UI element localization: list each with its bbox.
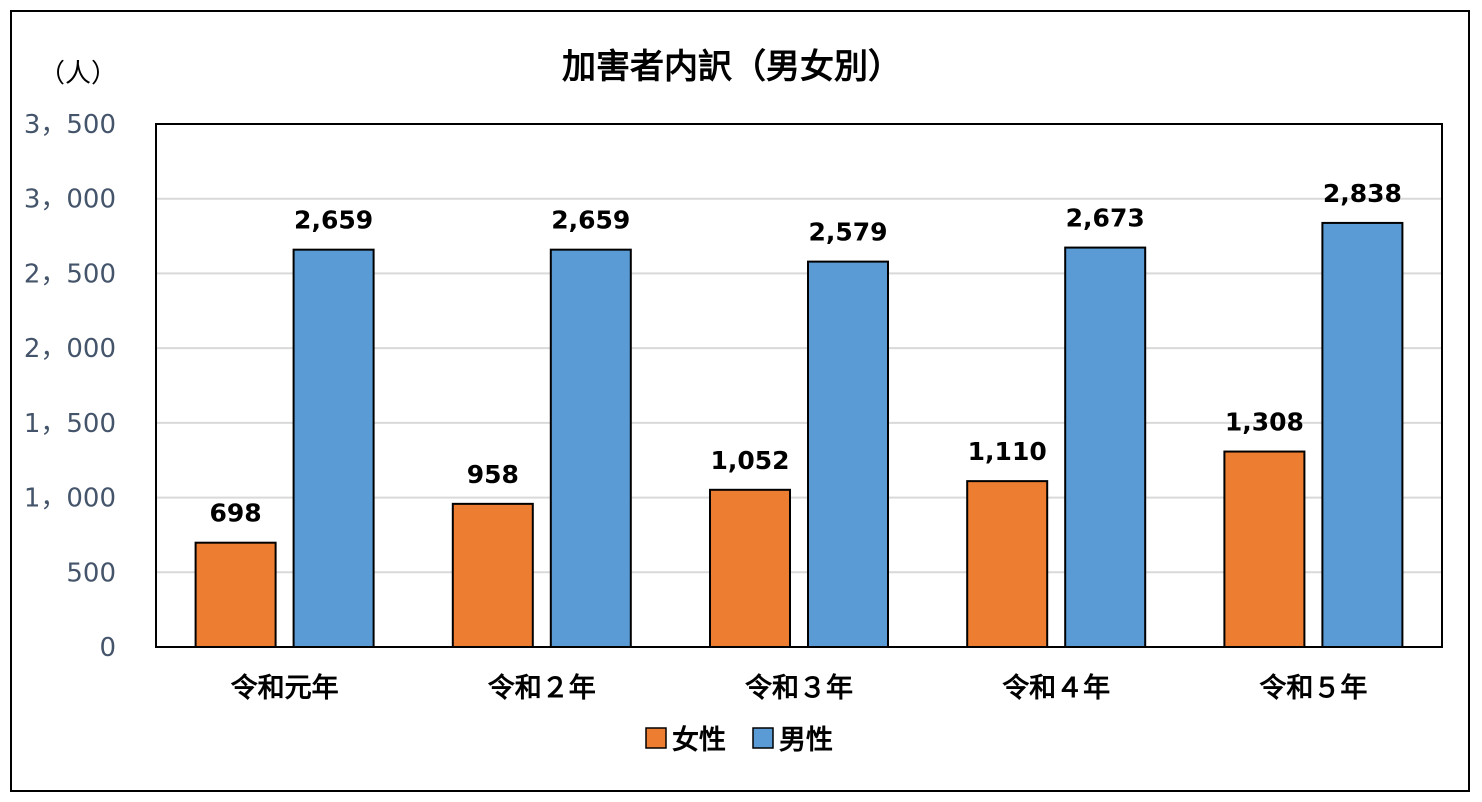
y-axis-unit-label: （人） [39, 59, 117, 89]
x-tick-label: 令和元年 [231, 672, 339, 704]
x-tick-label: 令和２年 [488, 672, 596, 704]
x-tick-label: 令和３年 [745, 672, 853, 704]
legend: 女性 男性 [645, 724, 833, 756]
bar-female [451, 502, 534, 649]
bar-female [709, 488, 791, 648]
bar-male [549, 248, 632, 648]
y-tick-label: 2，500 [24, 259, 116, 289]
data-label: 2,673 [1066, 204, 1145, 233]
data-label: 958 [467, 460, 519, 489]
bar-female [1223, 450, 1306, 648]
legend-swatch [752, 727, 774, 749]
x-tick-label: 令和４年 [1002, 672, 1110, 704]
legend-label: 男性 [779, 725, 833, 756]
bar-male [1321, 221, 1404, 648]
x-axis-ticks: 令和元年 令和２年 令和３年 令和４年 令和５年 [231, 672, 1368, 704]
data-label: 2,838 [1323, 179, 1402, 208]
data-label: 2,579 [808, 218, 887, 247]
y-tick-label: 1，500 [24, 409, 116, 439]
bar-male [807, 260, 889, 648]
bar-male [292, 248, 375, 648]
chart-title: 加害者内訳（男女別） [562, 47, 902, 87]
data-label: 698 [210, 499, 262, 528]
data-label: 1,110 [968, 437, 1047, 466]
data-label: 2,659 [294, 206, 373, 235]
chart-frame [10, 10, 1470, 792]
y-tick-label: 500 [66, 558, 116, 588]
y-tick-label: 3，000 [24, 185, 116, 215]
plot-area-border [155, 123, 1443, 648]
legend-swatch [645, 727, 667, 749]
x-tick-label: 令和５年 [1259, 672, 1367, 704]
y-tick-label: 3，500 [24, 110, 116, 140]
bar-female [966, 480, 1049, 648]
y-tick-label: 2，000 [24, 334, 116, 364]
data-label: 1,308 [1225, 408, 1304, 437]
bars [194, 221, 1404, 649]
bar-female [194, 541, 277, 648]
data-labels: 698 2,659 958 2,659 1,052 2,579 1,110 2,673 1,30… [210, 179, 1402, 528]
bar-male [1064, 246, 1147, 648]
y-axis-ticks: 0 500 1，000 1，500 2，000 2，500 3，000 3，500 [24, 110, 116, 663]
data-label: 1,052 [710, 446, 789, 475]
legend-label: 女性 [672, 724, 726, 756]
data-label: 2,659 [551, 206, 630, 235]
y-tick-label: 1，000 [24, 484, 116, 514]
y-tick-label: 0 [99, 633, 116, 663]
